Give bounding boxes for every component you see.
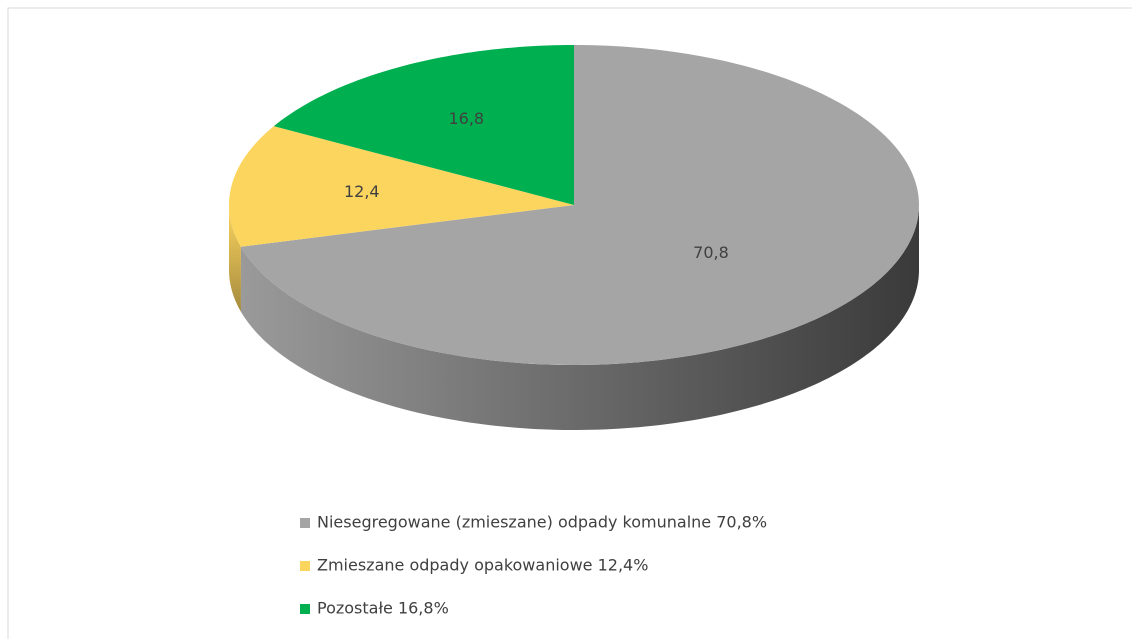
- data-label: 16,8: [448, 109, 484, 128]
- legend-swatch: [300, 604, 310, 614]
- data-label: 70,8: [693, 243, 729, 262]
- legend-label: Niesegregowane (zmieszane) odpady komuna…: [317, 513, 767, 532]
- legend-label: Zmieszane odpady opakowaniowe 12,4%: [317, 556, 648, 575]
- data-label: 12,4: [344, 182, 380, 201]
- legend-swatch: [300, 518, 310, 528]
- pie-side-shade: [229, 205, 241, 312]
- pie-slice: [240, 45, 919, 365]
- pie-side: [240, 205, 919, 430]
- pie-slice: [273, 45, 574, 205]
- pie-slice: [229, 126, 574, 247]
- legend-swatch: [300, 561, 310, 571]
- legend-label: Pozostałe 16,8%: [317, 599, 449, 618]
